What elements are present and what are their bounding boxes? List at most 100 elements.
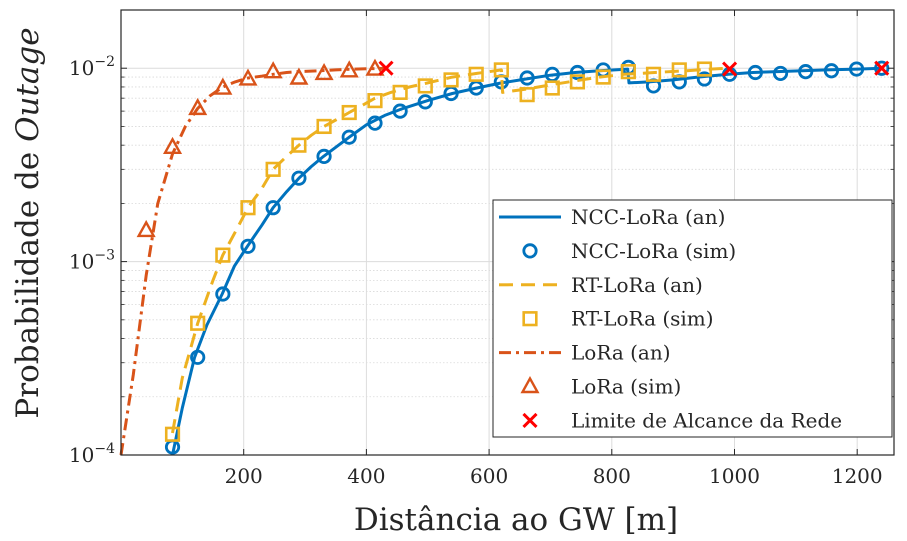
x-tick-label: 400 — [347, 464, 385, 488]
series-5 — [136, 58, 385, 238]
legend-entry: RT-LoRa (sim) — [522, 307, 714, 331]
legend-entry: LoRa (sim) — [520, 375, 681, 399]
legend-marker-x — [522, 412, 538, 428]
legend-label: LoRa (an) — [571, 341, 671, 365]
data-point-square — [316, 118, 332, 135]
data-point-circle — [417, 94, 433, 110]
y-axis-label-prefix: Probabilidade de — [10, 142, 46, 419]
data-point-square — [671, 62, 687, 78]
x-axis-label: Distância ao GW [m] — [354, 502, 678, 538]
data-point-circle — [291, 170, 307, 186]
data-point-circle — [316, 148, 332, 164]
legend-marker-triangle — [520, 376, 540, 394]
x-marker-stroke — [874, 60, 890, 76]
data-point-square — [190, 315, 206, 331]
data-point-circle — [747, 64, 763, 81]
legend-entry: NCC-LoRa (an) — [499, 205, 725, 229]
legend-marker-circle — [522, 243, 538, 259]
data-point-triangle — [263, 61, 283, 79]
y-axis-label-italic: Outage — [10, 27, 46, 142]
data-point-square — [265, 161, 281, 177]
x-tick-label: 200 — [225, 464, 263, 488]
data-point-square — [392, 84, 408, 100]
data-point-circle — [392, 103, 408, 119]
series-6 — [378, 60, 890, 77]
x-tick-label: 1000 — [709, 464, 760, 488]
y-tick-label: 10−3 — [69, 248, 115, 274]
data-point-triangle — [339, 60, 359, 78]
legend-label: Limite de Alcance da Rede — [571, 408, 842, 432]
data-point-x — [378, 60, 394, 76]
axes: 200 400 600 800 1000 1200 10−4 10−3 10−2 — [69, 9, 895, 488]
data-point-circle — [519, 70, 535, 86]
data-point-circle — [696, 71, 713, 87]
data-point-square — [164, 426, 181, 442]
series-3 — [164, 61, 713, 442]
data-point-square — [240, 200, 256, 216]
legend-entry: RT-LoRa (an) — [499, 273, 703, 297]
x-marker-stroke — [722, 61, 738, 77]
axes-box — [120, 9, 895, 456]
series-2 — [171, 66, 730, 434]
data-point-square — [291, 137, 307, 153]
legend-label: RT-LoRa (sim) — [571, 307, 714, 331]
data-point-circle — [569, 64, 586, 81]
legend-entry: LoRa (an) — [499, 341, 671, 365]
data-point-square — [215, 247, 231, 263]
data-point-square — [493, 62, 509, 78]
data-point-square — [417, 78, 433, 94]
data-point-circle — [823, 63, 840, 79]
data-point-triangle — [188, 97, 208, 116]
data-point-square — [468, 66, 484, 82]
legend-marker-square — [522, 311, 538, 327]
legend-entry: NCC-LoRa (sim) — [522, 239, 736, 263]
data-point-triangle — [136, 219, 156, 238]
x-tick-label: 600 — [470, 464, 508, 488]
data-point-square — [696, 61, 713, 77]
data-point-square — [620, 64, 636, 80]
legend-label: RT-LoRa (an) — [571, 273, 703, 297]
data-point-x — [874, 60, 890, 76]
legend-label: NCC-LoRa (sim) — [571, 239, 736, 263]
x-tick-label: 1200 — [832, 464, 883, 488]
data-point-triangle — [365, 58, 385, 76]
series-line — [119, 66, 387, 456]
series-layer — [119, 58, 890, 456]
data-point-square — [595, 69, 611, 85]
legend-label: NCC-LoRa (an) — [571, 205, 725, 229]
data-point-circle — [265, 200, 281, 216]
x-tick-label: 800 — [593, 464, 631, 488]
data-point-circle — [341, 129, 357, 145]
series-line — [171, 66, 730, 434]
data-point-triangle — [314, 62, 334, 81]
data-point-square — [443, 72, 459, 88]
data-point-circle — [367, 115, 383, 131]
data-point-circle — [240, 238, 256, 254]
data-point-triangle — [289, 67, 309, 85]
data-point-square — [569, 74, 586, 90]
data-point-square — [341, 104, 357, 121]
data-point-circle — [798, 64, 814, 80]
legend: NCC-LoRa (an) NCC-LoRa (sim) RT-LoRa (an) R… — [492, 199, 893, 438]
data-point-triangle — [213, 77, 233, 95]
data-point-triangle — [238, 68, 258, 86]
y-axis-label: Probabilidade de Outage — [10, 27, 46, 418]
data-point-circle — [190, 349, 206, 365]
series-4 — [119, 66, 387, 456]
data-point-triangle — [162, 136, 183, 155]
data-point-circle — [772, 65, 789, 82]
legend-label: LoRa (sim) — [571, 375, 681, 399]
data-point-circle — [215, 286, 231, 302]
data-point-circle — [848, 61, 865, 77]
y-tick-label: 10−4 — [69, 441, 115, 467]
data-point-circle — [874, 60, 890, 76]
legend-box — [492, 199, 893, 438]
data-point-square — [367, 93, 383, 109]
x-marker-stroke — [522, 412, 538, 428]
y-tick-label: 10−2 — [69, 54, 115, 80]
data-point-x — [722, 61, 738, 77]
legend-entry: Limite de Alcance da Rede — [522, 408, 842, 432]
data-point-square — [519, 87, 535, 103]
data-point-square — [544, 80, 560, 96]
